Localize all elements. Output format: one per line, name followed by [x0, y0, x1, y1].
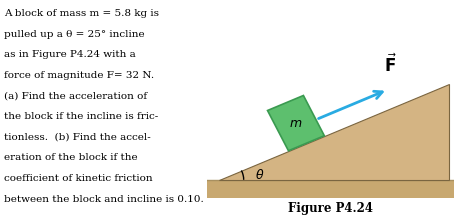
Text: $\theta$: $\theta$ — [255, 168, 265, 182]
Text: $\vec{\mathbf{F}}$: $\vec{\mathbf{F}}$ — [384, 54, 397, 76]
Polygon shape — [207, 180, 454, 198]
Text: pulled up a θ = 25° incline: pulled up a θ = 25° incline — [4, 30, 145, 39]
Text: coefficient of kinetic friction: coefficient of kinetic friction — [4, 174, 153, 183]
Text: tionless.  (b) Find the accel-: tionless. (b) Find the accel- — [4, 133, 151, 142]
Text: $m$: $m$ — [289, 117, 302, 130]
Text: the block if the incline is fric-: the block if the incline is fric- — [4, 112, 158, 121]
Text: between the block and incline is 0.10.: between the block and incline is 0.10. — [4, 195, 204, 204]
Text: A block of mass m = 5.8 kg is: A block of mass m = 5.8 kg is — [4, 9, 159, 18]
Text: (a) Find the acceleration of: (a) Find the acceleration of — [4, 91, 147, 101]
Polygon shape — [219, 83, 449, 180]
Text: force of magnitude F= 32 N.: force of magnitude F= 32 N. — [4, 71, 154, 80]
Polygon shape — [267, 95, 324, 151]
Text: as in Figure P4.24 with a: as in Figure P4.24 with a — [4, 50, 136, 59]
Text: eration of the block if the: eration of the block if the — [4, 153, 138, 163]
Text: Figure P4.24: Figure P4.24 — [288, 202, 373, 215]
